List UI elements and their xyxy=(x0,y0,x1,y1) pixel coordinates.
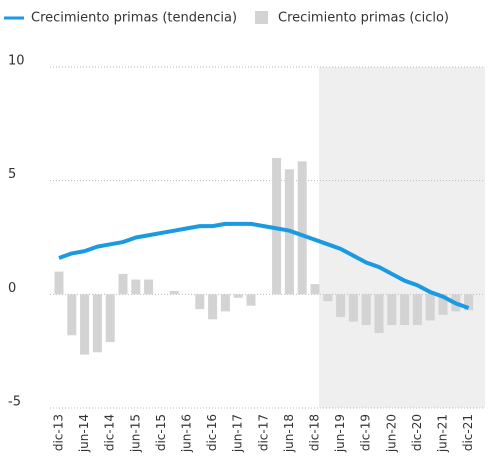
x-tick-label: jun-15 xyxy=(128,414,142,453)
x-tick-label: dic-17 xyxy=(256,414,270,451)
bar xyxy=(310,284,320,295)
bar xyxy=(195,294,205,310)
forecast-shade xyxy=(319,67,485,408)
bar xyxy=(464,294,474,311)
legend-label: Crecimiento primas (tendencia) xyxy=(31,11,237,26)
bar xyxy=(144,279,154,295)
bar xyxy=(92,294,102,353)
bar xyxy=(387,294,397,326)
x-tick-label: dic-16 xyxy=(205,414,219,451)
bar xyxy=(208,294,218,320)
y-tick-label: 0 xyxy=(8,281,16,296)
bar xyxy=(400,294,410,326)
bar xyxy=(412,294,422,326)
bar xyxy=(361,294,371,326)
x-tick-label: dic-20 xyxy=(410,414,424,451)
bar xyxy=(233,294,243,298)
trend-line xyxy=(58,221,470,310)
bar xyxy=(54,271,64,295)
x-tick-label: jun-14 xyxy=(77,414,91,453)
bar xyxy=(438,294,448,315)
x-tick-label: dic-14 xyxy=(103,414,117,451)
bar xyxy=(323,294,333,302)
bar xyxy=(374,294,384,333)
x-tick-label: dic-18 xyxy=(308,414,322,451)
x-tick-label: jun-21 xyxy=(436,414,450,453)
x-tick-label: dic-15 xyxy=(154,414,168,451)
y-tick-label: 5 xyxy=(8,167,16,182)
y-tick-label: -5 xyxy=(8,395,21,410)
bar xyxy=(297,161,307,295)
bar xyxy=(131,279,141,295)
bar xyxy=(336,294,346,318)
bar xyxy=(425,294,435,321)
bar xyxy=(80,294,90,355)
x-tick-label: dic-19 xyxy=(359,414,373,451)
x-tick-label: dic-13 xyxy=(52,414,66,451)
x-tick-label: jun-17 xyxy=(231,414,245,453)
legend-label: Crecimiento primas (ciclo) xyxy=(278,11,449,26)
legend-swatch xyxy=(255,11,269,24)
bar xyxy=(118,273,128,295)
bar xyxy=(67,294,77,336)
bar xyxy=(272,157,282,295)
x-tick-label: jun-19 xyxy=(333,414,347,453)
x-tick-label: jun-18 xyxy=(282,414,296,453)
x-tick-label: dic-21 xyxy=(461,414,475,451)
x-tick-label: jun-20 xyxy=(384,414,398,453)
x-tick-label: jun-16 xyxy=(180,414,194,453)
bar xyxy=(348,294,358,322)
bar xyxy=(220,294,230,312)
bar xyxy=(169,290,179,295)
y-tick-label: 10 xyxy=(8,54,25,69)
bar xyxy=(105,294,115,343)
bar xyxy=(246,294,256,306)
